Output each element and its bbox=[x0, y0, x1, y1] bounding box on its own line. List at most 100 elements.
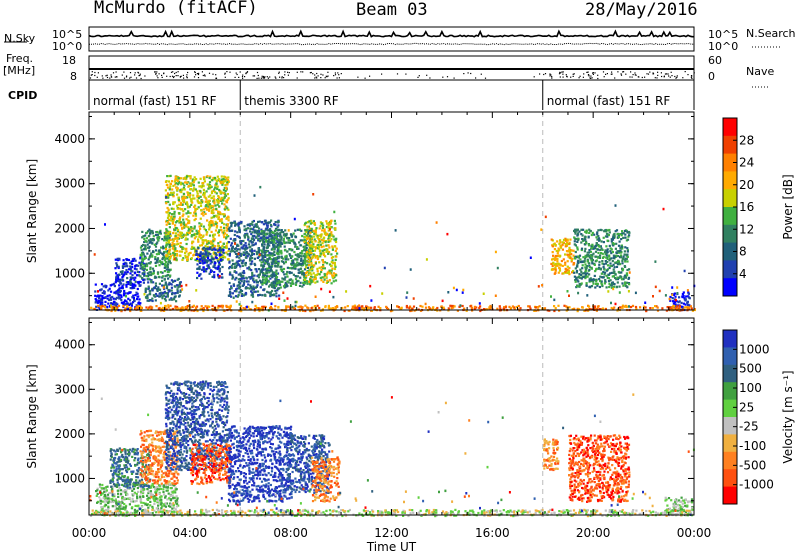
panel-power-cell bbox=[251, 238, 254, 241]
panel-power-cell bbox=[270, 229, 273, 232]
panel-power-cell bbox=[588, 251, 591, 254]
panel-power-scatter bbox=[283, 299, 286, 302]
panel-power-cell bbox=[201, 257, 204, 260]
panel-power-cell bbox=[582, 256, 585, 259]
panel-power-cell bbox=[287, 258, 290, 261]
panel-power-cell bbox=[599, 245, 602, 248]
panel-power-cell bbox=[680, 301, 683, 304]
panel-power-cell bbox=[146, 297, 149, 300]
panel-power-cell bbox=[320, 268, 323, 271]
panel-power-scatter bbox=[218, 275, 221, 278]
panel-power-cell bbox=[196, 263, 199, 266]
panel-power-cell bbox=[281, 268, 284, 271]
panel-power-cell bbox=[308, 239, 311, 242]
panel-power-cell bbox=[291, 279, 294, 282]
panel-power-cell bbox=[217, 210, 220, 213]
panel-power-cell bbox=[197, 247, 200, 250]
panel-power-cell bbox=[154, 256, 157, 259]
panel-power-cell bbox=[208, 248, 211, 251]
panel-power-cell bbox=[158, 236, 161, 239]
panel-power-cell bbox=[196, 309, 199, 313]
panel-power-cell bbox=[298, 228, 301, 231]
nave-point bbox=[644, 76, 646, 78]
panel-power-cell bbox=[282, 231, 285, 234]
panel-power-cell bbox=[273, 261, 276, 264]
nave-point bbox=[610, 73, 612, 75]
panel-power-cell bbox=[181, 226, 184, 230]
nave-point bbox=[296, 77, 298, 79]
panel-power-cell bbox=[320, 246, 323, 249]
panel-power-cell bbox=[168, 244, 171, 248]
panel-power-cell bbox=[121, 285, 124, 288]
panel-power-cell bbox=[141, 277, 144, 280]
panel-power-cell bbox=[170, 283, 173, 286]
noise-search-trace bbox=[89, 42, 695, 46]
panel-power-scatter bbox=[282, 291, 285, 294]
panel-power-cell bbox=[303, 278, 306, 281]
panel-power-cell bbox=[620, 244, 623, 247]
panel-power-cell bbox=[576, 234, 579, 237]
panel-power-cell bbox=[147, 239, 151, 242]
nave-point bbox=[172, 71, 174, 73]
panel-power-cell bbox=[329, 240, 332, 243]
panel-power-cell bbox=[151, 306, 154, 309]
panel-power-cell bbox=[230, 264, 233, 267]
panel-power-cell bbox=[674, 295, 677, 298]
panel-power-cell bbox=[196, 276, 199, 280]
panel-power-cell bbox=[479, 305, 482, 308]
panel-power-cell bbox=[117, 289, 120, 292]
panel-power-cell bbox=[578, 285, 581, 288]
panel-power-cell bbox=[101, 301, 104, 304]
panel-power-cell bbox=[672, 304, 675, 307]
panel-power-cell bbox=[227, 180, 230, 183]
panel-power-cell bbox=[271, 271, 274, 274]
panel-power-cell bbox=[332, 274, 335, 277]
panel-power-cell bbox=[175, 300, 178, 303]
panel-power-cell bbox=[226, 253, 229, 256]
nave-point bbox=[676, 76, 678, 78]
panel-power-cell bbox=[294, 278, 298, 281]
panel-power-cell bbox=[272, 245, 275, 248]
panel-power-cell bbox=[284, 248, 287, 251]
panel-power-cell bbox=[194, 250, 197, 253]
panel-power-cell bbox=[279, 239, 282, 242]
panel-power-cell bbox=[293, 306, 296, 310]
nave-point bbox=[467, 72, 469, 74]
panel-power-cell bbox=[300, 262, 303, 265]
panel-power-cell bbox=[613, 255, 616, 258]
panel-power-cell bbox=[242, 294, 245, 297]
panel-power-cell bbox=[591, 280, 595, 283]
panel-power-cell bbox=[618, 262, 621, 265]
panel-power-cell bbox=[193, 211, 196, 214]
panel-power-cell bbox=[216, 260, 220, 263]
panel-power-cell bbox=[265, 239, 268, 242]
panel-power-cell bbox=[215, 182, 218, 185]
panel-power-cell bbox=[221, 231, 224, 234]
panel-power-cell bbox=[617, 244, 621, 247]
panel-power-cell bbox=[319, 243, 322, 246]
panel-power-cell bbox=[626, 247, 629, 250]
panel-power-cell bbox=[622, 278, 625, 281]
panel-power-cell bbox=[219, 259, 222, 262]
panel-power-cell bbox=[172, 238, 175, 241]
panel-power-cell bbox=[202, 188, 205, 191]
panel-power-cell bbox=[161, 262, 164, 266]
panel-power-cell bbox=[573, 236, 576, 239]
panel-power-cell bbox=[139, 256, 142, 259]
nave-point bbox=[139, 74, 141, 76]
panel-power-cell bbox=[155, 231, 158, 234]
panel-power-cell bbox=[325, 220, 328, 223]
panel-power-cell bbox=[94, 283, 97, 286]
panel-power-scatter bbox=[234, 242, 236, 245]
panel-power-cell bbox=[269, 234, 272, 237]
nave-point bbox=[364, 77, 366, 79]
panel-power-cell bbox=[264, 272, 267, 275]
panel-power-cell bbox=[240, 243, 243, 246]
panel-power-cell bbox=[611, 250, 614, 254]
panel-power-cell bbox=[261, 221, 264, 224]
panel-power-scatter bbox=[435, 221, 438, 224]
panel-power-cell bbox=[608, 244, 611, 247]
panel-power-cell bbox=[285, 241, 288, 244]
panel-power-cell bbox=[211, 275, 214, 278]
panel-power-cell bbox=[257, 307, 260, 310]
